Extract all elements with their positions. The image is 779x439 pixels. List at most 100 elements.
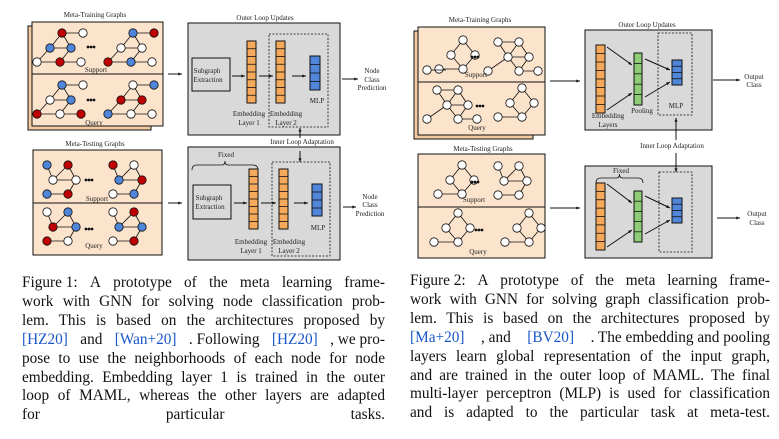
caption-text: of	[184, 274, 197, 291]
graph-node	[129, 189, 139, 199]
citation-link[interactable]: [BV20]	[527, 328, 575, 346]
caption-text: loop of MAML, whereas the other layers a…	[22, 387, 385, 405]
ellipsis-dot	[92, 45, 96, 49]
arrow-line	[644, 195, 671, 209]
arrow-head	[352, 205, 356, 209]
graph-node	[32, 57, 42, 67]
f1-subgraph-label: Extraction	[193, 76, 223, 84]
f1-subgraph-label-2: Subgraph	[196, 194, 223, 202]
arrow-head	[628, 230, 632, 234]
graph-node	[149, 80, 159, 90]
caption-line: multi-layer perceptron (MLP) is used for…	[410, 385, 770, 404]
graph-node	[32, 109, 42, 119]
caption-text: meta	[625, 272, 656, 289]
citation-link[interactable]: [HZ20]	[22, 330, 68, 348]
graph-node	[48, 175, 58, 185]
graph-node	[55, 109, 65, 119]
caption-text: work with GNN for solving node classific…	[22, 292, 385, 310]
arrow-line	[644, 219, 671, 235]
caption-text: and are trained in the outer loop of MAM…	[410, 366, 770, 384]
graph-node	[63, 207, 73, 217]
caption-text: meta	[239, 274, 270, 291]
graph-node	[524, 52, 534, 62]
graph-node	[137, 175, 147, 185]
graph-node	[108, 207, 118, 217]
graph-node	[446, 50, 456, 60]
f2-output-label-2: Class	[749, 219, 764, 227]
f1-outer-loop-title: Outer Loop Updates	[236, 14, 293, 22]
f2-query-label: Query	[468, 124, 486, 132]
caption-text: embedding. Embedding layer 1 is trained …	[22, 368, 385, 386]
caption-text: multi-layer perceptron (MLP) is used for…	[410, 385, 770, 403]
citation-link[interactable]: [Ma+20]	[410, 328, 465, 346]
graph-node	[429, 237, 439, 247]
f1-emb2-label-2: Embedding	[273, 238, 306, 246]
graph-node	[42, 236, 52, 246]
graph-node	[128, 28, 138, 38]
pooling-layer	[633, 52, 643, 106]
ellipsis-dot	[84, 227, 88, 231]
graph-node	[147, 57, 157, 67]
graph-node	[57, 28, 67, 38]
graph-node	[66, 95, 76, 105]
f1-mlp-label-2: MLP	[311, 224, 326, 232]
f1-emb1-label-2: Embedding	[235, 238, 268, 246]
arrow-head	[666, 205, 670, 208]
f1-output-label-2: Class	[362, 201, 377, 209]
f2-support-label: Support	[465, 71, 487, 79]
graph-node	[524, 237, 534, 247]
caption-text: . Following	[188, 330, 260, 348]
arrow-line	[606, 46, 633, 66]
graph-node	[465, 223, 475, 233]
graph-node	[42, 207, 52, 217]
graph-node	[522, 176, 532, 186]
f2-pooling-label: Pooling	[631, 107, 653, 115]
caption-text: , and	[481, 328, 511, 346]
caption-text: the	[209, 274, 228, 291]
graph-node	[42, 189, 52, 199]
ellipsis-dot	[90, 227, 94, 231]
graph-node	[128, 80, 138, 90]
arrow-line	[644, 58, 671, 71]
arrow-head	[576, 206, 580, 210]
graph-node	[45, 43, 55, 53]
graph-node	[445, 175, 455, 185]
citation-link[interactable]: [Wan+20]	[114, 330, 177, 348]
citation-link[interactable]: [HZ20]	[271, 330, 318, 348]
graph-node	[453, 85, 463, 95]
caption-line: pose to use the neighborhoods of each no…	[22, 350, 385, 369]
caption-line: [HZ20] and [Wan+20] . Following [HZ20] , we p…	[22, 331, 385, 350]
caption-text: Figure 1:	[22, 274, 78, 291]
graph-node	[76, 109, 86, 119]
ellipsis-dot	[473, 180, 477, 184]
caption-line: work with GNN for solving node classific…	[22, 293, 385, 312]
arrow-head	[241, 74, 245, 78]
ellipsis-dot	[470, 180, 474, 184]
caption-text: learning	[667, 272, 718, 289]
graph-node	[458, 64, 468, 74]
ellipsis-dot	[474, 228, 478, 232]
f1-query-label: Query	[85, 119, 103, 127]
arrow-line	[606, 183, 633, 204]
graph-node	[433, 189, 443, 199]
caption-line: loop of MAML, whereas the other layers a…	[22, 387, 385, 406]
f1-emb1-label: Embedding	[233, 110, 266, 118]
ellipsis-dot	[87, 227, 91, 231]
f1-fixed-label: Fixed	[218, 151, 234, 159]
graph-node	[514, 161, 524, 171]
graph-node	[483, 66, 493, 76]
graph-node	[114, 222, 124, 232]
ellipsis-dot	[89, 98, 93, 102]
caption-text: layers learn global representation of th…	[410, 347, 770, 365]
graph-node	[108, 160, 118, 170]
graph-node	[126, 109, 136, 119]
caption-text: for particular tasks.	[22, 406, 385, 424]
graph-node	[147, 109, 157, 119]
pooling-layer-fixed	[633, 190, 643, 243]
arrow-head	[674, 168, 678, 172]
f2-fixed-label: Fixed	[613, 167, 629, 175]
graph-node	[129, 236, 139, 246]
graph-node	[536, 223, 546, 233]
